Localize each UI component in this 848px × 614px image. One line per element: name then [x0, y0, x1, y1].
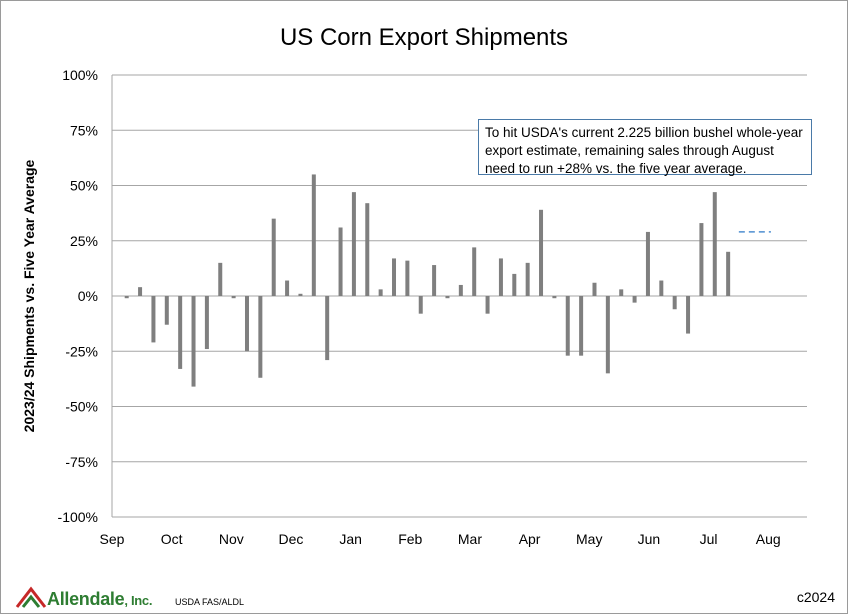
x-tick-label: Mar	[458, 531, 482, 547]
x-tick-label: Jul	[700, 531, 718, 547]
bars	[124, 174, 771, 387]
bar	[365, 203, 370, 296]
annotation-box: To hit USDA's current 2.225 billion bush…	[478, 119, 812, 176]
bar	[164, 296, 169, 325]
logo-name: Allendale	[47, 589, 125, 609]
bar	[138, 287, 143, 296]
y-tick-label: -25%	[65, 343, 98, 359]
bar	[378, 289, 383, 296]
bar	[392, 258, 397, 296]
logo-text: Allendale, Inc.	[47, 589, 152, 610]
y-tick-label: 25%	[70, 233, 98, 249]
y-tick-label: -75%	[65, 454, 98, 470]
chart-title: US Corn Export Shipments	[280, 24, 568, 51]
x-tick-label: Aug	[756, 531, 781, 547]
y-tick-label: 100%	[62, 67, 98, 83]
bar	[539, 209, 544, 296]
bar	[645, 231, 650, 296]
bar	[498, 258, 503, 296]
bar	[151, 296, 156, 343]
copyright: c2024	[796, 589, 835, 605]
x-tick-label: Jun	[638, 531, 661, 547]
bar	[218, 262, 223, 296]
bar	[325, 296, 330, 361]
y-tick-label: -100%	[58, 509, 98, 525]
bar	[298, 293, 303, 296]
source-note: USDA FAS/ALDL	[175, 597, 245, 607]
y-tick-label: 0%	[78, 288, 98, 304]
logo-suffix: , Inc.	[124, 593, 153, 608]
bar	[271, 218, 276, 296]
bar	[445, 296, 450, 299]
x-tick-label: Sep	[100, 531, 125, 547]
x-tick-label: Dec	[279, 531, 304, 547]
x-tick-label: Feb	[398, 531, 422, 547]
y-tick-labels: 100% 75% 50% 25% 0% -25% -50% -75% -100%	[58, 67, 98, 525]
bar	[565, 296, 570, 356]
bar	[458, 284, 463, 296]
bar	[244, 296, 249, 352]
bar	[191, 296, 196, 387]
bar	[699, 223, 704, 296]
x-tick-label: May	[576, 531, 602, 547]
y-tick-label: -50%	[65, 399, 98, 415]
bar	[351, 192, 356, 296]
bar	[672, 296, 677, 310]
x-tick-label: Oct	[161, 531, 183, 547]
bar	[485, 296, 490, 314]
x-tick-label: Jan	[339, 531, 362, 547]
bar	[712, 192, 717, 296]
x-tick-label: Apr	[519, 531, 541, 547]
x-tick-labels: Sep Oct Nov Dec Jan Feb Mar Apr May Jun Jul Aug	[100, 531, 781, 547]
bar	[405, 260, 410, 296]
allendale-logo-icon	[15, 586, 47, 608]
bar	[472, 247, 477, 296]
bar	[619, 289, 624, 296]
bar	[659, 280, 664, 296]
bar	[418, 296, 423, 314]
bar	[258, 296, 263, 378]
bar	[525, 262, 530, 296]
bar	[592, 282, 597, 296]
bar	[311, 174, 316, 296]
bar	[579, 296, 584, 356]
bar	[632, 296, 637, 303]
bar	[552, 296, 557, 299]
y-tick-label: 75%	[70, 122, 98, 138]
x-tick-label: Nov	[219, 531, 244, 547]
bar	[124, 296, 129, 299]
y-tick-label: 50%	[70, 178, 98, 194]
bar	[338, 227, 343, 296]
y-axis-label: 2023/24 Shipments vs. Five Year Average	[21, 159, 37, 432]
bar	[204, 296, 209, 350]
bar	[285, 280, 290, 296]
bar	[512, 273, 517, 296]
bar	[432, 265, 437, 296]
bar	[726, 251, 731, 296]
bar	[231, 296, 236, 299]
bar	[605, 296, 610, 374]
bar	[178, 296, 183, 369]
bar	[686, 296, 691, 334]
